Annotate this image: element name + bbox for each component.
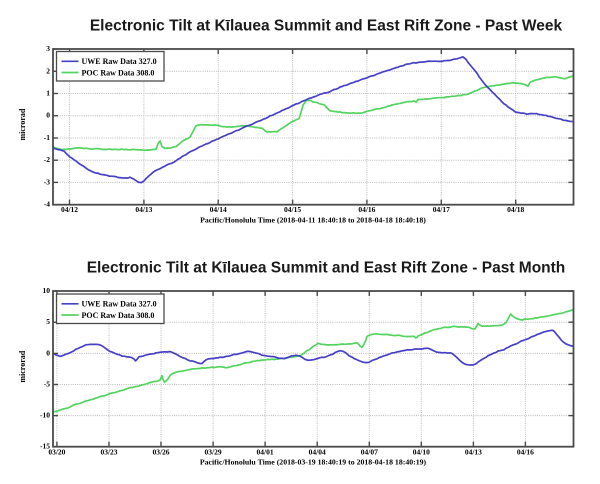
svg-text:04/16: 04/16 [517,447,534,456]
svg-text:Electronic Tilt at Kīlauea Sum: Electronic Tilt at Kīlauea Summit and Ea… [87,260,566,277]
svg-text:microrad: microrad [18,350,27,382]
svg-text:04/04: 04/04 [309,447,326,456]
svg-text:UWE Raw Data 327.0: UWE Raw Data 327.0 [82,57,157,66]
svg-text:04/10: 04/10 [413,447,430,456]
svg-text:Pacific/Honolulu Time (2018-03: Pacific/Honolulu Time (2018-03-19 18:40:… [200,458,427,467]
svg-text:3: 3 [46,44,50,53]
svg-text:-3: -3 [44,177,50,186]
svg-text:03/26: 03/26 [152,447,169,456]
svg-text:10: 10 [43,286,51,295]
svg-text:5: 5 [46,317,50,326]
svg-text:0: 0 [46,348,50,357]
svg-text:-15: -15 [40,442,50,451]
svg-text:1: 1 [46,89,50,98]
svg-text:0: 0 [46,111,50,120]
svg-text:Electronic Tilt at Kīlauea Sum: Electronic Tilt at Kīlauea Summit and Ea… [90,18,563,35]
svg-text:Pacific/Honolulu Time (2018-04: Pacific/Honolulu Time (2018-04-11 18:40:… [200,216,426,225]
svg-text:04/13: 04/13 [465,447,482,456]
svg-text:04/16: 04/16 [358,205,375,214]
svg-text:04/07: 04/07 [361,447,378,456]
svg-text:04/15: 04/15 [284,205,301,214]
svg-text:microrad: microrad [18,108,27,140]
svg-text:04/17: 04/17 [433,205,450,214]
svg-text:04/18: 04/18 [507,205,524,214]
svg-text:04/01: 04/01 [257,447,274,456]
svg-text:UWE Raw Data 327.0: UWE Raw Data 327.0 [82,300,157,309]
svg-text:-5: -5 [44,380,50,389]
svg-text:04/13: 04/13 [135,205,152,214]
svg-text:POC Raw Data 308.0: POC Raw Data 308.0 [82,311,155,320]
svg-text:04/12: 04/12 [61,205,78,214]
svg-text:03/29: 03/29 [205,447,222,456]
svg-text:03/23: 03/23 [100,447,117,456]
svg-text:POC Raw Data 308.0: POC Raw Data 308.0 [82,68,155,77]
svg-text:03/20: 03/20 [48,447,65,456]
svg-text:04/14: 04/14 [210,205,227,214]
svg-text:-4: -4 [44,200,50,209]
svg-text:2: 2 [46,66,50,75]
svg-text:-1: -1 [44,133,50,142]
svg-text:-10: -10 [40,411,50,420]
svg-text:-2: -2 [44,155,50,164]
